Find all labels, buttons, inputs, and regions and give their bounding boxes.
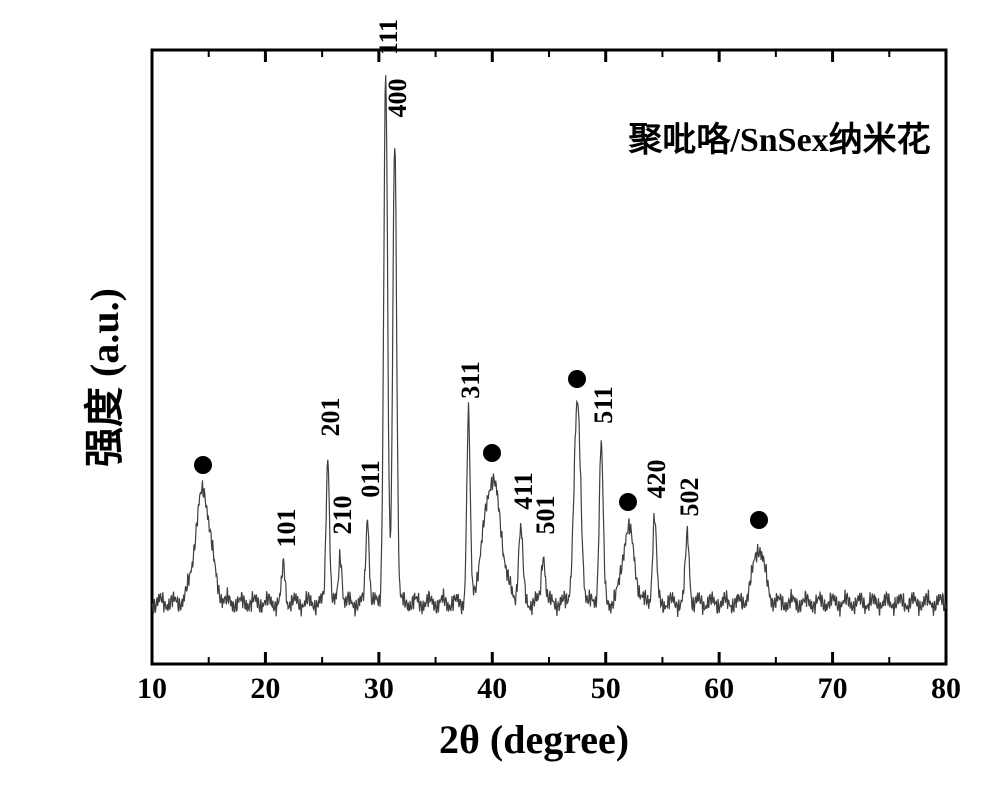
legend-text: 聚吡咯/SnSex纳米花 [628,112,930,161]
x-tick-label: 10 [132,672,172,706]
x-tick-label: 50 [586,672,626,706]
y-axis-label: 强度 (a.u.) [72,288,130,467]
miller-index-label: 411 [509,461,533,521]
marker-dot [483,444,501,462]
x-tick-label: 20 [245,672,285,706]
x-tick-label: 70 [813,672,853,706]
miller-index-label: 201 [316,387,340,447]
miller-index-label: 511 [589,375,613,435]
x-tick-label: 60 [699,672,739,706]
x-tick-label: 80 [926,672,966,706]
miller-index-label: 502 [675,467,699,527]
x-axis-label-text: 2θ (degree) [439,717,629,762]
miller-index-label: 111 [374,7,398,67]
legend-latin: SnSex [740,122,829,159]
x-axis-label: 2θ (degree) [439,716,629,763]
xrd-chart: { "canvas": { "width": 1000, "height": 7… [0,0,1000,794]
miller-index-label: 210 [328,485,352,545]
legend-suffix: 纳米花 [829,122,931,159]
miller-index-label: 011 [356,449,380,509]
marker-dot [194,456,212,474]
miller-index-label: 311 [456,350,480,410]
miller-index-label: 420 [642,449,666,509]
miller-index-label: 501 [531,485,555,545]
x-tick-label: 30 [359,672,399,706]
x-tick-label: 40 [472,672,512,706]
y-axis-label-text: 强度 (a.u.) [82,288,127,467]
miller-index-label: 101 [272,498,296,558]
miller-index-label: 400 [383,68,407,128]
legend-prefix: 聚吡咯/ [628,122,739,159]
